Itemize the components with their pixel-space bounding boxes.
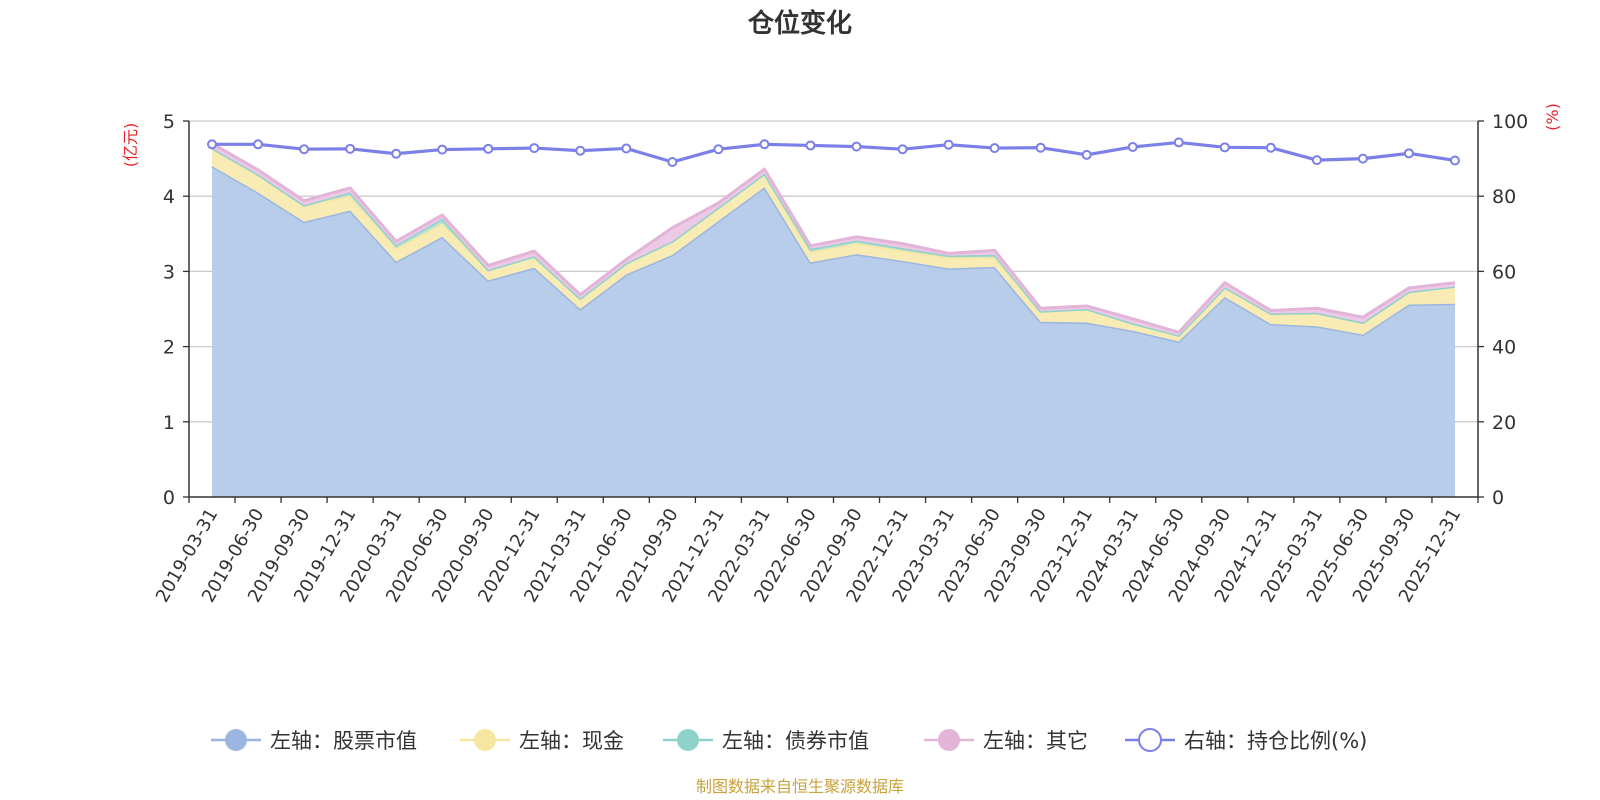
data-source-note: 制图数据来自恒生聚源数据库: [696, 777, 904, 796]
legend: 左轴：股票市值 左轴：现金 左轴：债券市值 左轴：其它 右轴：持仓比例(%): [211, 728, 1367, 753]
right-axis-label: (%): [1543, 103, 1562, 131]
legend-label: 左轴：债券市值: [722, 729, 869, 753]
legend-item[interactable]: 右轴：持仓比例(%): [1125, 728, 1367, 753]
ratio-point: [1081, 149, 1092, 160]
ratio-point: [667, 156, 678, 167]
left-tick-label: 5: [163, 111, 175, 133]
area-band: [212, 148, 1455, 336]
ratio-point: [989, 143, 1000, 154]
ratio-point: [437, 144, 448, 155]
ratio-point: [759, 139, 770, 150]
ratio-point: [805, 140, 816, 151]
legend-item[interactable]: 左轴：债券市值: [663, 729, 869, 753]
right-tick-label: 20: [1492, 412, 1516, 434]
left-tick-label: 0: [163, 487, 175, 509]
legend-item[interactable]: 左轴：现金: [460, 729, 624, 753]
ratio-point: [575, 145, 586, 156]
left-tick-label: 4: [163, 186, 175, 208]
right-tick-label: 100: [1492, 111, 1528, 133]
left-tick-label: 2: [163, 337, 175, 359]
ratio-point: [253, 139, 264, 150]
area-band: [212, 148, 1455, 342]
ratio-point: [897, 144, 908, 155]
legend-label: 左轴：现金: [519, 729, 624, 753]
ratio-point: [391, 148, 402, 159]
ratio-point: [621, 143, 632, 154]
right-tick-label: 0: [1492, 487, 1504, 509]
ratio-point: [1311, 155, 1322, 166]
ratio-point: [1265, 142, 1276, 153]
ratio-point: [1449, 155, 1460, 166]
ratio-point: [851, 141, 862, 152]
right-tick-label: 80: [1492, 186, 1516, 208]
ratio-point: [1173, 137, 1184, 148]
legend-label: 左轴：股票市值: [270, 729, 417, 753]
left-tick-label: 3: [163, 261, 175, 283]
legend-item[interactable]: 左轴：股票市值: [211, 729, 417, 753]
chart-title: 仓位变化: [747, 8, 852, 39]
ratio-series-line: [212, 140, 1456, 164]
ratio-point: [713, 144, 724, 155]
stacked-areas: [211, 142, 1456, 497]
ratio-point: [529, 143, 540, 154]
ratio-point: [207, 139, 218, 150]
ratio-point: [299, 144, 310, 155]
ratio-point: [483, 143, 494, 154]
legend-label: 左轴：其它: [983, 729, 1088, 753]
ratio-line: [207, 137, 1460, 167]
ratio-point: [1127, 141, 1138, 152]
area-series-line: [211, 142, 1456, 334]
ratio-point: [345, 143, 356, 154]
right-tick-label: 40: [1492, 337, 1516, 359]
ratio-point: [943, 139, 954, 150]
ratio-point: [1035, 142, 1046, 153]
legend-item[interactable]: 左轴：其它: [924, 729, 1088, 753]
area-band: [212, 166, 1455, 497]
left-tick-label: 1: [163, 412, 175, 434]
ratio-point: [1357, 153, 1368, 164]
left-axis-label: (亿元): [121, 123, 140, 168]
ratio-point: [1219, 142, 1230, 153]
right-tick-label: 60: [1492, 261, 1516, 283]
ratio-point: [1403, 148, 1414, 159]
legend-label: 右轴：持仓比例(%): [1184, 729, 1367, 753]
